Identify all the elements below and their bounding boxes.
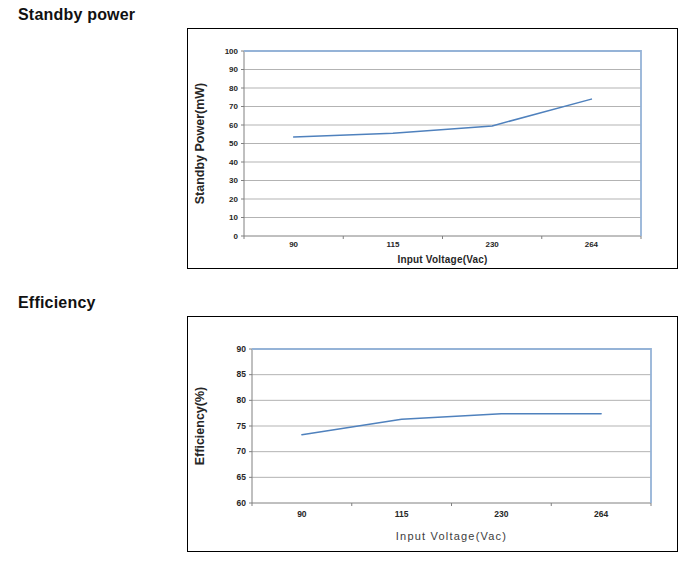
y-tick-label: 90 [237, 344, 247, 354]
y-tick-label: 40 [229, 158, 238, 167]
y-tick-label: 0 [234, 232, 239, 241]
x-tick-label: 115 [395, 509, 409, 519]
y-tick-label: 30 [229, 176, 238, 185]
y-tick-label: 60 [237, 498, 247, 508]
series-line [302, 414, 601, 435]
y-tick-label: 10 [229, 213, 238, 222]
y-axis-title: Standby Power(mW) [193, 83, 207, 205]
x-tick-label: 230 [494, 509, 508, 519]
efficiency-chart: 60 65 70 75 80 85 90 90 115 230 264 Efficiency(%) In… [188, 317, 677, 551]
y-tick-label: 85 [237, 369, 247, 379]
standby-power-chart-frame: 0 10 20 30 40 50 60 70 80 90 100 90 115 230 264 Standby… [187, 28, 678, 269]
y-tick-label: 20 [229, 195, 238, 204]
y-tick-label: 70 [229, 102, 238, 111]
y-tick-label: 100 [225, 47, 239, 56]
y-tick-label: 75 [237, 421, 247, 431]
y-tick-label: 60 [229, 121, 238, 130]
x-axis-title: Input Voltage(Vac) [396, 530, 507, 542]
y-tick-label: 80 [229, 84, 238, 93]
x-axis-title: Input Voltage(Vac) [397, 254, 487, 265]
x-tick-label: 264 [585, 240, 599, 249]
page: Standby power 0 10 20 30 40 50 60 70 80 90 100 90 11… [0, 0, 691, 562]
series-line [294, 99, 592, 137]
efficiency-chart-frame: 60 65 70 75 80 85 90 90 115 230 264 Efficiency(%) In… [187, 316, 678, 552]
x-tick-label: 115 [386, 240, 399, 249]
standby-power-chart: 0 10 20 30 40 50 60 70 80 90 100 90 115 230 264 Standby… [188, 29, 677, 268]
x-tick-label: 264 [594, 509, 608, 519]
section-title-standby-power: Standby power [18, 6, 135, 24]
y-tick-label: 50 [229, 139, 238, 148]
y-tick-label: 65 [237, 472, 247, 482]
x-tick-label: 230 [485, 240, 499, 249]
x-tick-label: 90 [297, 509, 307, 519]
y-axis-title: Efficiency(%) [193, 387, 207, 466]
x-tick-label: 90 [289, 240, 298, 249]
y-tick-label: 70 [237, 446, 247, 456]
y-tick-label: 80 [237, 395, 247, 405]
section-title-efficiency: Efficiency [18, 294, 96, 312]
y-tick-label: 90 [229, 65, 238, 74]
